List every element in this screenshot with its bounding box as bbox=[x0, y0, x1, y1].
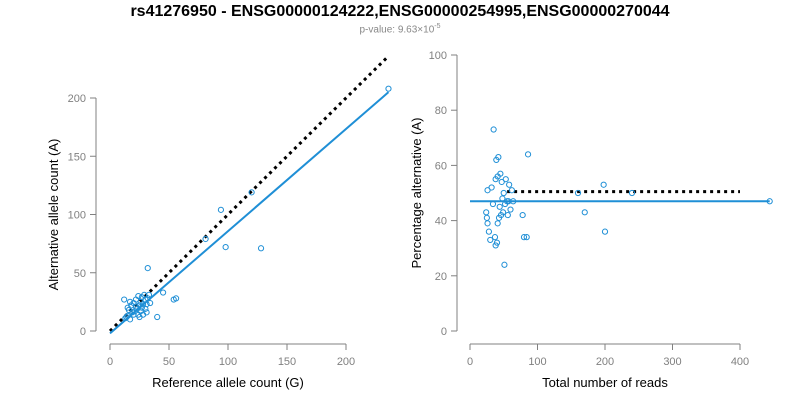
data-point bbox=[143, 301, 150, 308]
p-value-text: p-value: 9.63×10 bbox=[359, 24, 435, 36]
data-point bbox=[493, 239, 501, 246]
x-tick-label: 100 bbox=[528, 356, 546, 368]
data-point bbox=[499, 209, 507, 216]
data-point bbox=[483, 214, 490, 221]
data-point bbox=[500, 189, 507, 197]
y-tick-label: 0 bbox=[441, 326, 447, 338]
data-point bbox=[581, 209, 588, 216]
data-point bbox=[495, 154, 502, 161]
x-axis-label: Reference allele count (G) bbox=[152, 375, 304, 390]
fit-line bbox=[109, 91, 390, 335]
chart-subtitle: p-value: 9.63×10-5 bbox=[0, 23, 800, 35]
data-point bbox=[510, 198, 517, 205]
data-point bbox=[147, 299, 154, 307]
data-point bbox=[491, 234, 499, 241]
panel-1: 0 50 100 150 200 0 50 100 150 200 Reference allele… bbox=[46, 54, 392, 390]
y-tick-label: 80 bbox=[435, 105, 447, 117]
y-tick-label: 100 bbox=[429, 50, 447, 62]
data-point bbox=[487, 236, 494, 244]
y-tick-label: 20 bbox=[435, 271, 447, 283]
data-point bbox=[523, 234, 530, 241]
data-point bbox=[154, 313, 161, 321]
y-tick-label: 200 bbox=[68, 93, 86, 105]
data-point bbox=[496, 203, 503, 210]
data-point bbox=[766, 198, 773, 205]
data-point bbox=[145, 291, 153, 298]
y-tick-label: 150 bbox=[68, 151, 86, 163]
data-point bbox=[172, 295, 180, 302]
data-point bbox=[126, 298, 134, 305]
data-point bbox=[489, 200, 497, 208]
y-tick-label: 50 bbox=[74, 268, 86, 280]
data-point bbox=[135, 292, 142, 300]
data-point bbox=[524, 151, 532, 158]
x-axis-label: Total number of reads bbox=[542, 375, 668, 390]
y-tick-label: 60 bbox=[435, 160, 447, 172]
data-point bbox=[508, 187, 515, 194]
data-point bbox=[257, 245, 265, 252]
data-point bbox=[519, 211, 526, 219]
x-tick-label: 0 bbox=[467, 356, 473, 368]
data-point bbox=[504, 211, 511, 219]
data-point bbox=[160, 289, 167, 296]
data-point bbox=[490, 126, 497, 133]
data-point bbox=[222, 244, 229, 251]
x-tick-label: 200 bbox=[337, 356, 355, 368]
data-point bbox=[138, 304, 145, 311]
data-point bbox=[488, 184, 495, 191]
x-tick-label: 50 bbox=[163, 356, 175, 368]
x-tick-label: 100 bbox=[219, 356, 237, 368]
data-point bbox=[385, 85, 392, 92]
data-point bbox=[483, 209, 490, 216]
data-point bbox=[601, 228, 609, 235]
data-point bbox=[497, 170, 504, 177]
data-point bbox=[143, 309, 150, 316]
data-point bbox=[501, 261, 508, 268]
y-tick-label: 40 bbox=[435, 216, 447, 228]
data-point bbox=[484, 187, 491, 194]
data-point bbox=[502, 176, 509, 183]
data-point bbox=[144, 264, 151, 272]
y-tick-label: 100 bbox=[68, 210, 86, 222]
data-point bbox=[126, 316, 134, 323]
y-axis-label: Percentage alternative (A) bbox=[409, 117, 424, 268]
data-point bbox=[574, 189, 582, 197]
data-point bbox=[248, 189, 255, 196]
chart-title: rs41276950 - ENSG00000124222,ENSG0000025… bbox=[130, 3, 670, 20]
data-point bbox=[494, 220, 501, 227]
x-tick-label: 300 bbox=[663, 356, 681, 368]
data-point bbox=[506, 181, 513, 188]
x-tick-label: 200 bbox=[596, 356, 614, 368]
p-value-exponent: -5 bbox=[434, 23, 441, 30]
x-tick-label: 150 bbox=[278, 356, 296, 368]
data-point bbox=[520, 234, 528, 241]
y-tick-label: 0 bbox=[80, 326, 86, 338]
data-point bbox=[121, 296, 128, 303]
data-point bbox=[507, 206, 514, 213]
data-point bbox=[202, 235, 209, 243]
data-point bbox=[144, 295, 151, 302]
data-point bbox=[485, 228, 492, 235]
data-point bbox=[498, 178, 505, 186]
data-point bbox=[628, 189, 636, 197]
data-point bbox=[217, 206, 225, 213]
data-point bbox=[484, 220, 491, 227]
x-tick-label: 0 bbox=[107, 356, 113, 368]
y-axis-label: Alternative allele count (A) bbox=[46, 139, 61, 291]
reference-line bbox=[108, 54, 390, 333]
data-point bbox=[139, 301, 147, 308]
x-tick-label: 400 bbox=[731, 356, 749, 368]
data-point bbox=[600, 181, 607, 188]
data-point bbox=[499, 195, 506, 202]
panel-2: 0 100 200 300 400 0 20 40 60 80 100 Total number of… bbox=[409, 50, 773, 390]
